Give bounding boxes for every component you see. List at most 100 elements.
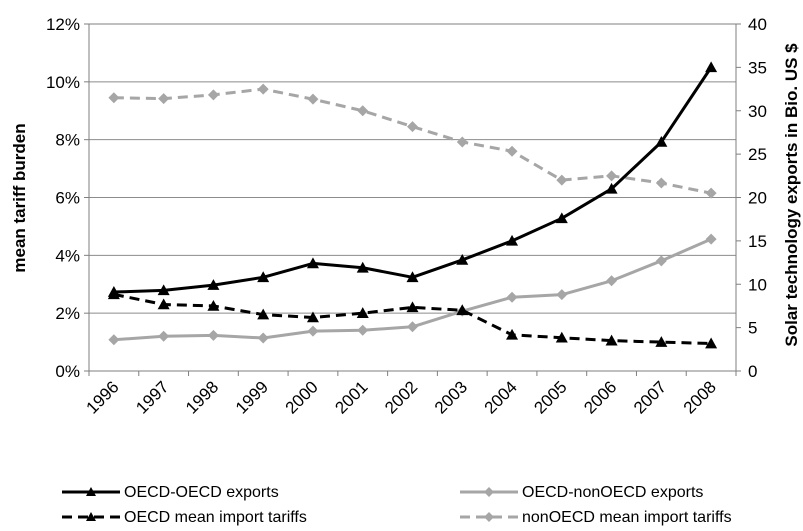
x-tick-label: 1997	[132, 377, 172, 417]
legend-entry: OECD-OECD exports	[62, 484, 279, 501]
data-point	[606, 275, 618, 287]
left-tick-label: 12%	[46, 15, 80, 34]
data-point	[484, 512, 494, 522]
data-point	[357, 324, 369, 336]
legend-label: OECD-OECD exports	[124, 484, 279, 501]
data-point	[107, 286, 120, 297]
data-point	[207, 299, 220, 311]
right-tick-label: 5	[748, 319, 757, 338]
data-point	[108, 92, 120, 104]
data-point	[506, 234, 519, 246]
data-point	[506, 328, 519, 340]
data-point	[705, 187, 717, 199]
right-tick-label: 20	[748, 189, 767, 208]
right-tick-label: 30	[748, 102, 767, 121]
data-point	[705, 233, 717, 245]
data-point	[655, 255, 667, 267]
data-point	[655, 177, 667, 189]
data-point	[357, 105, 369, 117]
data-point	[556, 174, 568, 186]
x-tick-label: 2001	[331, 377, 371, 417]
data-point	[306, 257, 319, 269]
data-point	[306, 311, 319, 323]
legend-entry: OECD-nonOECD exports	[460, 484, 703, 501]
data-point	[406, 271, 419, 283]
series-nonoecd-mean-import-tariffs	[108, 83, 717, 199]
data-point	[307, 325, 319, 337]
left-tick-label: 0%	[55, 362, 80, 381]
data-point	[158, 93, 170, 105]
data-point	[506, 291, 518, 303]
data-point	[157, 298, 170, 310]
left-axis-ticks: 0% 2% 4% 6% 8% 10% 12%	[46, 15, 89, 381]
legend-label: OECD mean import tariffs	[124, 509, 307, 526]
data-point	[456, 304, 469, 316]
x-tick-label: 2002	[381, 377, 421, 417]
data-point	[484, 487, 494, 497]
legend-label: nonOECD mean import tariffs	[522, 509, 732, 526]
left-tick-label: 10%	[46, 73, 80, 92]
gridlines	[89, 81, 736, 314]
data-point	[158, 330, 170, 342]
data-point	[257, 308, 270, 320]
data-point	[555, 331, 568, 343]
series-oecd-oecd-exports	[107, 61, 718, 297]
data-point	[606, 170, 618, 182]
data-point	[407, 321, 418, 333]
data-point	[655, 336, 668, 347]
left-tick-label: 2%	[55, 304, 80, 323]
right-tick-label: 0	[748, 362, 757, 381]
x-tick-label: 2004	[481, 377, 521, 417]
data-point	[257, 332, 269, 344]
right-tick-label: 40	[748, 15, 767, 34]
x-tick-label: 2003	[431, 377, 471, 417]
data-point	[356, 261, 369, 273]
left-axis-title: mean tariff burden	[10, 123, 29, 272]
series-oecd-mean-import-tariffs	[107, 288, 718, 349]
x-tick-label: 1999	[232, 377, 272, 417]
x-tick-label: 1996	[83, 377, 123, 417]
data-point	[605, 334, 618, 346]
data-point	[86, 487, 96, 496]
x-tick-label: 2005	[530, 377, 570, 417]
data-point	[307, 93, 319, 105]
x-tick-label: 1998	[182, 377, 222, 417]
x-tick-label: 2006	[580, 377, 620, 417]
data-point	[407, 121, 418, 133]
legend-entry: OECD mean import tariffs	[62, 509, 307, 526]
data-point	[605, 182, 618, 194]
legend: OECD-OECD exports OECD-nonOECD exports OEC…	[62, 484, 732, 526]
data-point	[157, 284, 170, 296]
data-point	[86, 512, 96, 521]
x-tick-label: 2007	[630, 377, 670, 417]
data-point	[456, 253, 469, 265]
right-axis-ticks: 0 5 10 15 20 25 30 35 40	[736, 15, 767, 381]
left-tick-label: 8%	[55, 131, 80, 150]
data-point	[207, 89, 219, 101]
data-point	[655, 135, 668, 147]
data-point	[356, 307, 369, 318]
data-point	[456, 136, 468, 148]
left-tick-label: 6%	[55, 189, 80, 208]
legend-entry: nonOECD mean import tariffs	[460, 509, 732, 526]
data-point	[705, 337, 718, 349]
right-tick-label: 15	[748, 232, 767, 251]
x-axis-ticks: 1996 1997 1998 1999 2000 2001 2002 2003 2004 2005…	[83, 371, 737, 418]
data-point	[207, 279, 220, 290]
data-point	[555, 212, 568, 224]
right-tick-label: 25	[748, 145, 767, 164]
series-line	[113, 66, 713, 294]
right-axis-title: Solar technology exports in Bio. US $	[782, 43, 801, 347]
data-point	[257, 271, 270, 283]
left-tick-label: 4%	[55, 246, 80, 265]
x-tick-label: 2008	[680, 377, 720, 417]
data-point	[406, 301, 419, 313]
data-point	[207, 329, 219, 341]
data-point	[257, 83, 269, 95]
series-oecd-nonoecd-exports	[108, 233, 717, 346]
data-point	[108, 334, 120, 346]
data-point	[705, 61, 718, 73]
data-point	[556, 289, 568, 301]
right-tick-label: 10	[748, 275, 767, 294]
